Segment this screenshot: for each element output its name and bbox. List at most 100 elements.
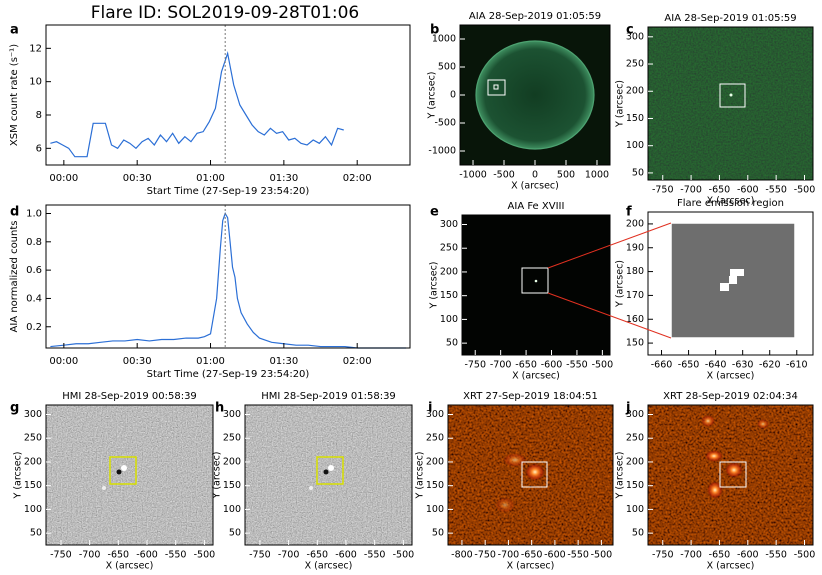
y-tick-label: 300	[426, 409, 444, 420]
x-tick-label: -650	[678, 360, 700, 371]
x-tick-label: -750	[652, 550, 674, 561]
y-tick-label: 150	[626, 480, 644, 491]
x-tick-label: -750	[464, 360, 486, 371]
x-tick-label: -640	[705, 360, 727, 371]
y-tick-label: 10	[29, 77, 42, 88]
y-tick-label: 0.2	[26, 322, 42, 333]
x-tick-label: -500	[794, 550, 816, 561]
y-tick-label: 50	[632, 528, 644, 539]
panel-title: Flare emission region	[677, 198, 784, 209]
x-axis-label: Start Time (27-Sep-19 23:54:20)	[147, 186, 310, 197]
y-tick-label: 0.4	[26, 293, 42, 304]
y-tick-label: -500	[434, 118, 456, 129]
panel: h HMI 28-Sep-2019 01:58:39 -750 -700 -650 -60…	[212, 391, 415, 572]
region-box	[316, 456, 344, 485]
xray-loop	[725, 462, 743, 478]
y-tick-label: 12	[29, 43, 42, 54]
flare-kernel	[534, 279, 538, 283]
y-axis-label: XSM count rate (s⁻¹)	[9, 44, 20, 146]
panel: b AIA 28-Sep-2019 01:05:59 -1000 -500 0 500 10…	[427, 11, 611, 192]
x-tick-label: -500	[393, 550, 415, 561]
x-tick-label: -750	[474, 550, 496, 561]
panel-letter: g	[10, 401, 19, 416]
xray-loop	[525, 463, 545, 481]
x-tick-label: -550	[364, 550, 386, 561]
x-axis-label: X (arcsec)	[707, 196, 755, 207]
y-tick-label: 300	[24, 409, 42, 420]
panel: a 00:00 00:30 01:00 01:30 02:00 6 8 10 12 Start Ti…	[9, 23, 411, 197]
panel-title: AIA 28-Sep-2019 01:05:59	[469, 11, 601, 22]
y-axis-label: Y (arcsec)	[212, 452, 223, 500]
data-line	[50, 50, 344, 158]
y-tick-label: 100	[626, 504, 644, 515]
xray-loop	[707, 481, 723, 499]
x-tick-label: -600	[544, 550, 566, 561]
y-axis-label: Y (arcsec)	[429, 262, 440, 310]
y-tick-label: 1000	[432, 34, 456, 45]
x-tick-label: 1000	[585, 170, 609, 181]
y-tick-label: 200	[626, 218, 644, 229]
y-tick-label: 160	[626, 314, 644, 325]
y-tick-label: 100	[223, 504, 241, 515]
panel: e AIA Fe XVIII -750 -700 -650 -600 -550 -500 50 1…	[429, 201, 614, 382]
x-axis-label: X (arcsec)	[511, 181, 559, 192]
panel: c AIA 28-Sep-2019 01:05:59 -750 -700 -650 -60…	[615, 13, 816, 207]
region-box	[521, 267, 549, 294]
plot-frame	[647, 404, 814, 546]
x-tick-label: -600	[136, 550, 158, 561]
y-tick-label: 100	[440, 314, 458, 325]
x-tick-label: -700	[278, 550, 300, 561]
y-tick-label: 190	[626, 242, 644, 253]
y-axis-label: Y (arcsec)	[427, 72, 438, 120]
plot-frame	[461, 214, 611, 356]
panel: i XRT 27-Sep-2019 18:04:51 -800 -750 -700 -65…	[415, 391, 614, 572]
panel-title: AIA Fe XVIII	[508, 201, 565, 212]
region-box	[521, 461, 548, 488]
x-axis-label: X (arcsec)	[512, 371, 560, 382]
x-tick-label: -610	[786, 360, 808, 371]
region-box	[487, 79, 506, 96]
panel-title: XRT 27-Sep-2019 18:04:51	[463, 391, 598, 402]
y-tick-label: 200	[24, 456, 42, 467]
y-tick-label: 200	[626, 86, 644, 97]
x-tick-label: -700	[680, 550, 702, 561]
y-tick-label: 8	[36, 110, 42, 121]
xray-loop	[503, 453, 527, 467]
x-tick-label: -1000	[459, 170, 487, 181]
solar-disk	[475, 40, 595, 150]
x-axis-label: X (arcsec)	[305, 561, 353, 572]
plot-frame	[647, 211, 814, 356]
x-tick-label: -650	[709, 185, 731, 196]
y-tick-label: 150	[24, 480, 42, 491]
x-tick-label: -600	[737, 185, 759, 196]
panel-letter: a	[10, 23, 19, 38]
x-tick-label: -550	[566, 360, 588, 371]
x-tick-label: 00:30	[123, 173, 152, 184]
x-axis-label: X (arcsec)	[707, 561, 755, 572]
y-axis-label: AIA normalized counts	[9, 221, 20, 333]
panel-letter: e	[430, 205, 439, 220]
y-tick-label: 100	[426, 504, 444, 515]
y-tick-label: 200	[223, 456, 241, 467]
y-tick-label: 100	[24, 504, 42, 515]
x-tick-label: -550	[765, 550, 787, 561]
y-tick-label: 300	[626, 409, 644, 420]
x-tick-label: -700	[498, 550, 520, 561]
xray-loop	[495, 497, 515, 513]
plot-frame	[45, 24, 411, 166]
x-tick-label: -700	[79, 550, 101, 561]
magnetic-patch	[121, 465, 127, 471]
x-tick-label: -600	[737, 550, 759, 561]
panel-title: AIA 28-Sep-2019 01:05:59	[664, 13, 796, 24]
panel-letter: b	[430, 23, 439, 38]
y-tick-label: 500	[438, 62, 456, 73]
y-tick-label: 50	[229, 528, 241, 539]
x-axis-label: Start Time (27-Sep-19 23:54:20)	[147, 369, 310, 380]
y-axis-label: Y (arcsec)	[615, 452, 626, 500]
panel-letter: j	[625, 401, 630, 416]
zoom-connectors	[547, 222, 672, 339]
magnetic-patch	[309, 486, 313, 490]
magnetic-patch	[116, 469, 122, 475]
panel-title: HMI 28-Sep-2019 01:58:39	[261, 391, 396, 402]
